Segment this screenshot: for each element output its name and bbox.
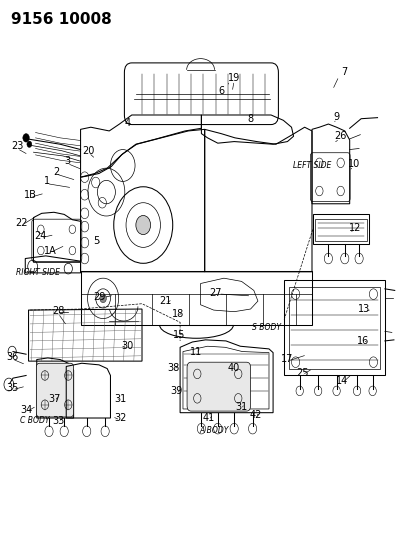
- Text: 6: 6: [219, 86, 225, 96]
- Text: 10: 10: [348, 159, 360, 169]
- Text: S BODY: S BODY: [252, 323, 281, 332]
- Text: 11: 11: [190, 346, 203, 357]
- Text: 9156 10008: 9156 10008: [11, 12, 112, 27]
- Text: 32: 32: [114, 413, 127, 423]
- Text: 1B: 1B: [24, 190, 37, 200]
- Text: 16: 16: [357, 336, 369, 346]
- Text: 8: 8: [247, 114, 254, 124]
- Text: 31: 31: [114, 394, 127, 405]
- Text: 30: 30: [122, 341, 134, 351]
- Text: 12: 12: [349, 223, 361, 233]
- Text: 23: 23: [11, 141, 23, 151]
- Text: 28: 28: [52, 306, 64, 316]
- Text: 34: 34: [20, 405, 32, 415]
- Text: 27: 27: [209, 288, 222, 298]
- Text: 41: 41: [203, 413, 215, 423]
- Circle shape: [23, 134, 29, 142]
- Text: 39: 39: [170, 386, 182, 397]
- Text: 4: 4: [125, 118, 131, 128]
- Text: C BODY: C BODY: [20, 416, 49, 425]
- Text: 29: 29: [94, 292, 106, 302]
- Text: 14: 14: [336, 376, 349, 386]
- Text: 1: 1: [44, 176, 50, 187]
- Text: 13: 13: [358, 304, 371, 314]
- Circle shape: [100, 294, 106, 303]
- Circle shape: [136, 215, 150, 235]
- Text: 40: 40: [227, 362, 240, 373]
- Text: 7: 7: [342, 68, 348, 77]
- Text: 42: 42: [249, 410, 262, 421]
- Text: A BODY: A BODY: [200, 426, 229, 435]
- Text: 22: 22: [16, 218, 28, 228]
- Text: 2: 2: [53, 167, 59, 177]
- Text: 33: 33: [53, 416, 65, 426]
- Text: 18: 18: [171, 309, 184, 319]
- Text: 37: 37: [48, 394, 61, 405]
- Text: 25: 25: [296, 368, 308, 378]
- Text: 38: 38: [167, 362, 180, 373]
- Text: 19: 19: [228, 73, 240, 83]
- Text: 31: 31: [236, 402, 248, 413]
- Text: RIGHT SIDE: RIGHT SIDE: [16, 269, 60, 277]
- Circle shape: [27, 141, 32, 148]
- Text: 17: 17: [281, 354, 293, 364]
- Text: 35: 35: [6, 383, 18, 393]
- Text: 20: 20: [83, 146, 95, 156]
- Text: 9: 9: [333, 111, 339, 122]
- Text: 26: 26: [335, 131, 347, 141]
- Text: 36: 36: [6, 352, 18, 362]
- FancyBboxPatch shape: [187, 362, 251, 411]
- Text: 24: 24: [35, 231, 47, 241]
- Text: 15: 15: [173, 329, 185, 340]
- Text: 1A: 1A: [44, 246, 56, 255]
- Text: 5: 5: [93, 236, 100, 246]
- FancyBboxPatch shape: [36, 364, 74, 417]
- Text: LEFT SIDE: LEFT SIDE: [293, 161, 331, 170]
- Text: 21: 21: [159, 296, 171, 306]
- Text: 3: 3: [64, 156, 70, 166]
